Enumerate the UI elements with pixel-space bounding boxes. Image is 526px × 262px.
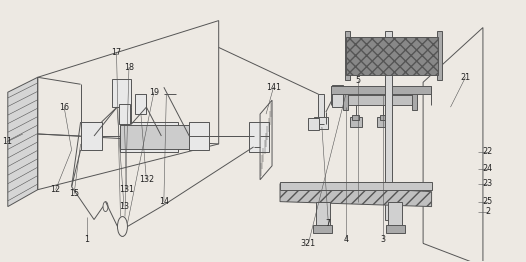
Bar [249,122,269,152]
Polygon shape [280,184,431,207]
Text: 11: 11 [2,138,12,146]
Bar [189,122,209,150]
Bar [350,117,362,127]
Text: 7: 7 [326,219,331,228]
Bar [120,122,178,152]
Text: 131: 131 [119,185,134,194]
Bar [345,31,350,80]
Bar [80,122,102,150]
Bar [331,86,431,94]
Bar [437,31,441,80]
Bar [119,104,130,124]
Bar [313,226,332,233]
Text: 1: 1 [84,235,89,244]
Bar [120,125,189,149]
Text: 2: 2 [485,207,490,216]
Text: 17: 17 [112,48,122,57]
Bar [412,90,417,110]
Text: 16: 16 [59,103,69,112]
Bar [343,90,348,110]
Polygon shape [8,77,38,207]
Bar [385,31,392,220]
Bar [135,94,146,114]
Bar [308,118,319,130]
Text: 132: 132 [139,175,154,184]
Bar [346,37,438,75]
Text: 15: 15 [69,189,79,198]
Bar [377,117,389,127]
Text: 321: 321 [301,239,316,248]
Text: 12: 12 [50,185,60,194]
Text: 18: 18 [124,63,134,72]
Text: 24: 24 [483,164,493,173]
Text: 14: 14 [159,197,169,206]
Bar [345,95,413,105]
Bar [316,202,330,230]
Text: 19: 19 [149,88,159,97]
Text: 13: 13 [119,202,129,211]
Text: 141: 141 [266,83,281,92]
Bar [113,79,132,107]
Text: 3: 3 [381,235,386,244]
Bar [315,117,328,129]
Text: 23: 23 [483,179,493,188]
Bar [280,182,431,190]
Text: 4: 4 [343,235,348,244]
Bar [386,226,404,233]
Bar [318,94,325,124]
Text: 25: 25 [483,197,493,206]
Bar [380,115,387,120]
Bar [388,202,402,230]
Bar [352,115,359,120]
Text: 5: 5 [356,76,361,85]
Bar [332,85,343,107]
Text: 21: 21 [460,73,471,82]
Text: 22: 22 [483,148,493,156]
